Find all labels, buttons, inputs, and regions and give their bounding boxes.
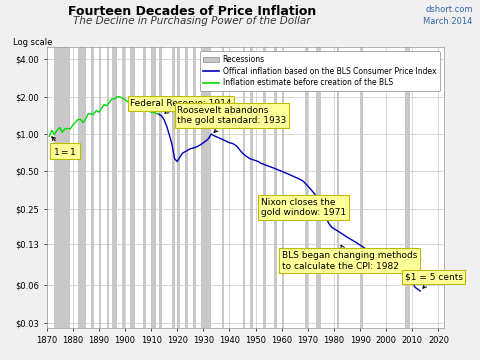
Bar: [159, 48, 162, 328]
Bar: [122, 48, 125, 328]
Text: $1 = $1: $1 = $1: [52, 137, 77, 157]
Text: Nixon closes the
gold window: 1971: Nixon closes the gold window: 1971: [261, 198, 346, 217]
Bar: [201, 48, 211, 328]
Bar: [130, 48, 135, 328]
Bar: [144, 48, 146, 328]
Text: Log scale: Log scale: [13, 39, 52, 48]
Text: BLS began changing methods
to calculate the CPI: 1982: BLS began changing methods to calculate …: [282, 245, 417, 271]
Bar: [251, 48, 253, 328]
Bar: [274, 48, 276, 328]
Bar: [360, 48, 363, 328]
Text: $1 = 5 cents: $1 = 5 cents: [405, 273, 463, 288]
Bar: [99, 48, 101, 328]
Bar: [91, 48, 94, 328]
Bar: [193, 48, 195, 328]
Legend: Recessions, Offical inflation based on the BLS Consumer Price Index, Inflation e: Recessions, Offical inflation based on t…: [200, 51, 440, 91]
Bar: [305, 48, 308, 328]
Bar: [177, 48, 180, 328]
Text: Federal Reserve: 1914: Federal Reserve: 1914: [130, 99, 232, 113]
Bar: [316, 48, 321, 328]
Bar: [107, 48, 109, 328]
Bar: [78, 48, 86, 328]
Text: Fourteen Decades of Price Inflation: Fourteen Decades of Price Inflation: [68, 5, 316, 18]
Text: Roosevelt abandons
the gold standard: 1933: Roosevelt abandons the gold standard: 19…: [177, 106, 287, 132]
Bar: [405, 48, 410, 328]
Text: dshort.com
March 2014: dshort.com March 2014: [423, 5, 473, 26]
Bar: [336, 48, 339, 328]
Bar: [222, 48, 224, 328]
Bar: [172, 48, 175, 328]
Bar: [54, 48, 70, 328]
Bar: [112, 48, 117, 328]
Bar: [151, 48, 156, 328]
Bar: [264, 48, 266, 328]
Text: The Decline in Purchasing Power of the Dollar: The Decline in Purchasing Power of the D…: [73, 16, 311, 26]
Bar: [282, 48, 284, 328]
Bar: [242, 48, 245, 328]
Bar: [185, 48, 188, 328]
